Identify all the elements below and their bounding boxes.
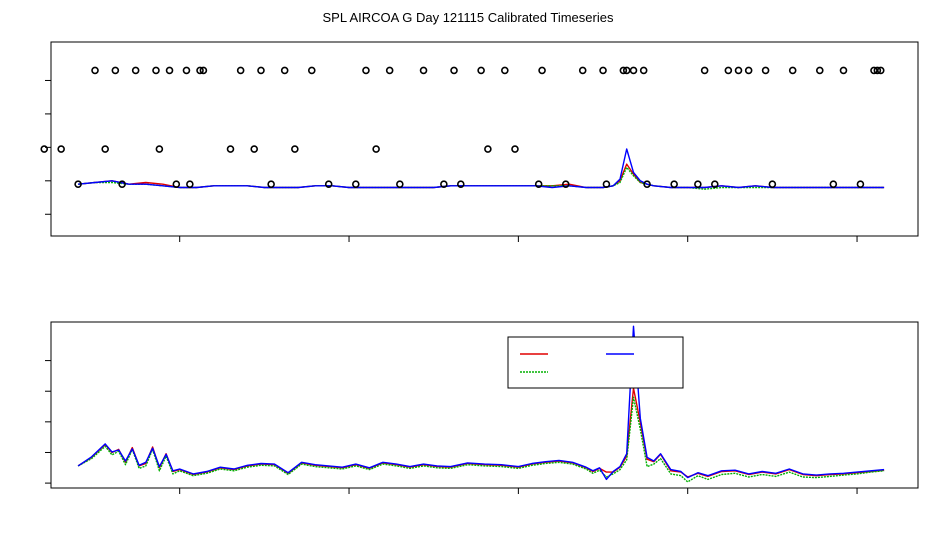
calibration-point — [101, 145, 109, 153]
calibration-point — [484, 145, 492, 153]
calibration-point — [172, 180, 181, 188]
calibration-point — [385, 66, 394, 75]
plot-frame — [50, 321, 919, 489]
calibration-point — [599, 66, 607, 75]
calibration-point — [839, 66, 848, 75]
calibration-point — [419, 66, 428, 75]
calibration-point — [74, 180, 82, 188]
calibration-point — [257, 66, 265, 75]
calibration-point — [629, 66, 638, 75]
bottom-panel — [45, 321, 919, 494]
calibration-point — [440, 180, 448, 188]
calibration-point — [196, 66, 204, 75]
calibration-point — [118, 180, 126, 188]
calibration-point — [829, 180, 838, 188]
top-panel — [40, 41, 919, 242]
calibration-point — [768, 180, 777, 188]
series-line-25m — [78, 163, 885, 189]
calibration-point — [186, 180, 194, 188]
calibration-point — [352, 180, 360, 188]
calibration-point — [724, 66, 733, 75]
calibration-point — [534, 180, 543, 188]
chart-title: SPL AIRCOA G Day 121115 Calibrated Times… — [323, 10, 614, 25]
calibration-point — [152, 66, 160, 75]
calibration-point — [40, 145, 49, 153]
calibration-point — [236, 66, 245, 75]
calibration-point — [165, 66, 174, 75]
calibration-point — [734, 66, 743, 75]
series-line-58m — [77, 396, 885, 483]
legend — [507, 336, 684, 389]
calibration-point — [456, 180, 465, 188]
calibration-point — [362, 66, 370, 75]
series-line-91m — [77, 325, 885, 481]
calibration-point — [788, 66, 797, 75]
plot-frame — [50, 41, 919, 237]
calibration-point — [694, 180, 702, 188]
calibration-point — [876, 66, 885, 75]
calibration-point — [761, 66, 770, 75]
calibration-point — [873, 66, 882, 75]
calibration-point — [501, 66, 509, 75]
calibration-point — [450, 66, 458, 75]
calibration-point — [744, 66, 753, 75]
calibration-point — [511, 145, 519, 153]
plot-area — [78, 148, 885, 190]
calibration-point — [111, 66, 120, 75]
calibration-point — [372, 145, 380, 153]
calibration-point — [396, 180, 404, 188]
calibration-point — [561, 180, 570, 188]
calibration-point — [856, 180, 865, 188]
calibration-point — [250, 145, 259, 153]
calibration-point — [670, 180, 678, 188]
calibration-point — [643, 180, 651, 188]
calibration-point — [280, 66, 289, 75]
calibration-point — [307, 66, 316, 75]
calibration-point — [710, 180, 719, 188]
calibration-point — [226, 145, 235, 153]
calibration-point — [199, 66, 208, 75]
calibration-point — [538, 66, 546, 75]
calibration-point — [182, 66, 191, 75]
calibration-point — [291, 145, 299, 153]
calibration-point — [639, 66, 648, 75]
calibration-point — [602, 180, 611, 188]
calibration-point — [815, 66, 824, 75]
calibration-point — [131, 66, 140, 75]
calibration-point — [700, 66, 709, 75]
calibration-point — [619, 66, 628, 75]
plot-area — [77, 325, 885, 483]
calibration-point — [578, 66, 587, 75]
calibration-point — [57, 145, 65, 153]
calibration-point — [155, 145, 164, 153]
calibration-point — [91, 66, 99, 75]
calibration-point — [267, 180, 275, 188]
calibration-point — [477, 66, 485, 75]
series-line-91m — [78, 148, 885, 189]
legend-box — [507, 336, 684, 389]
calibration-point — [324, 180, 333, 188]
